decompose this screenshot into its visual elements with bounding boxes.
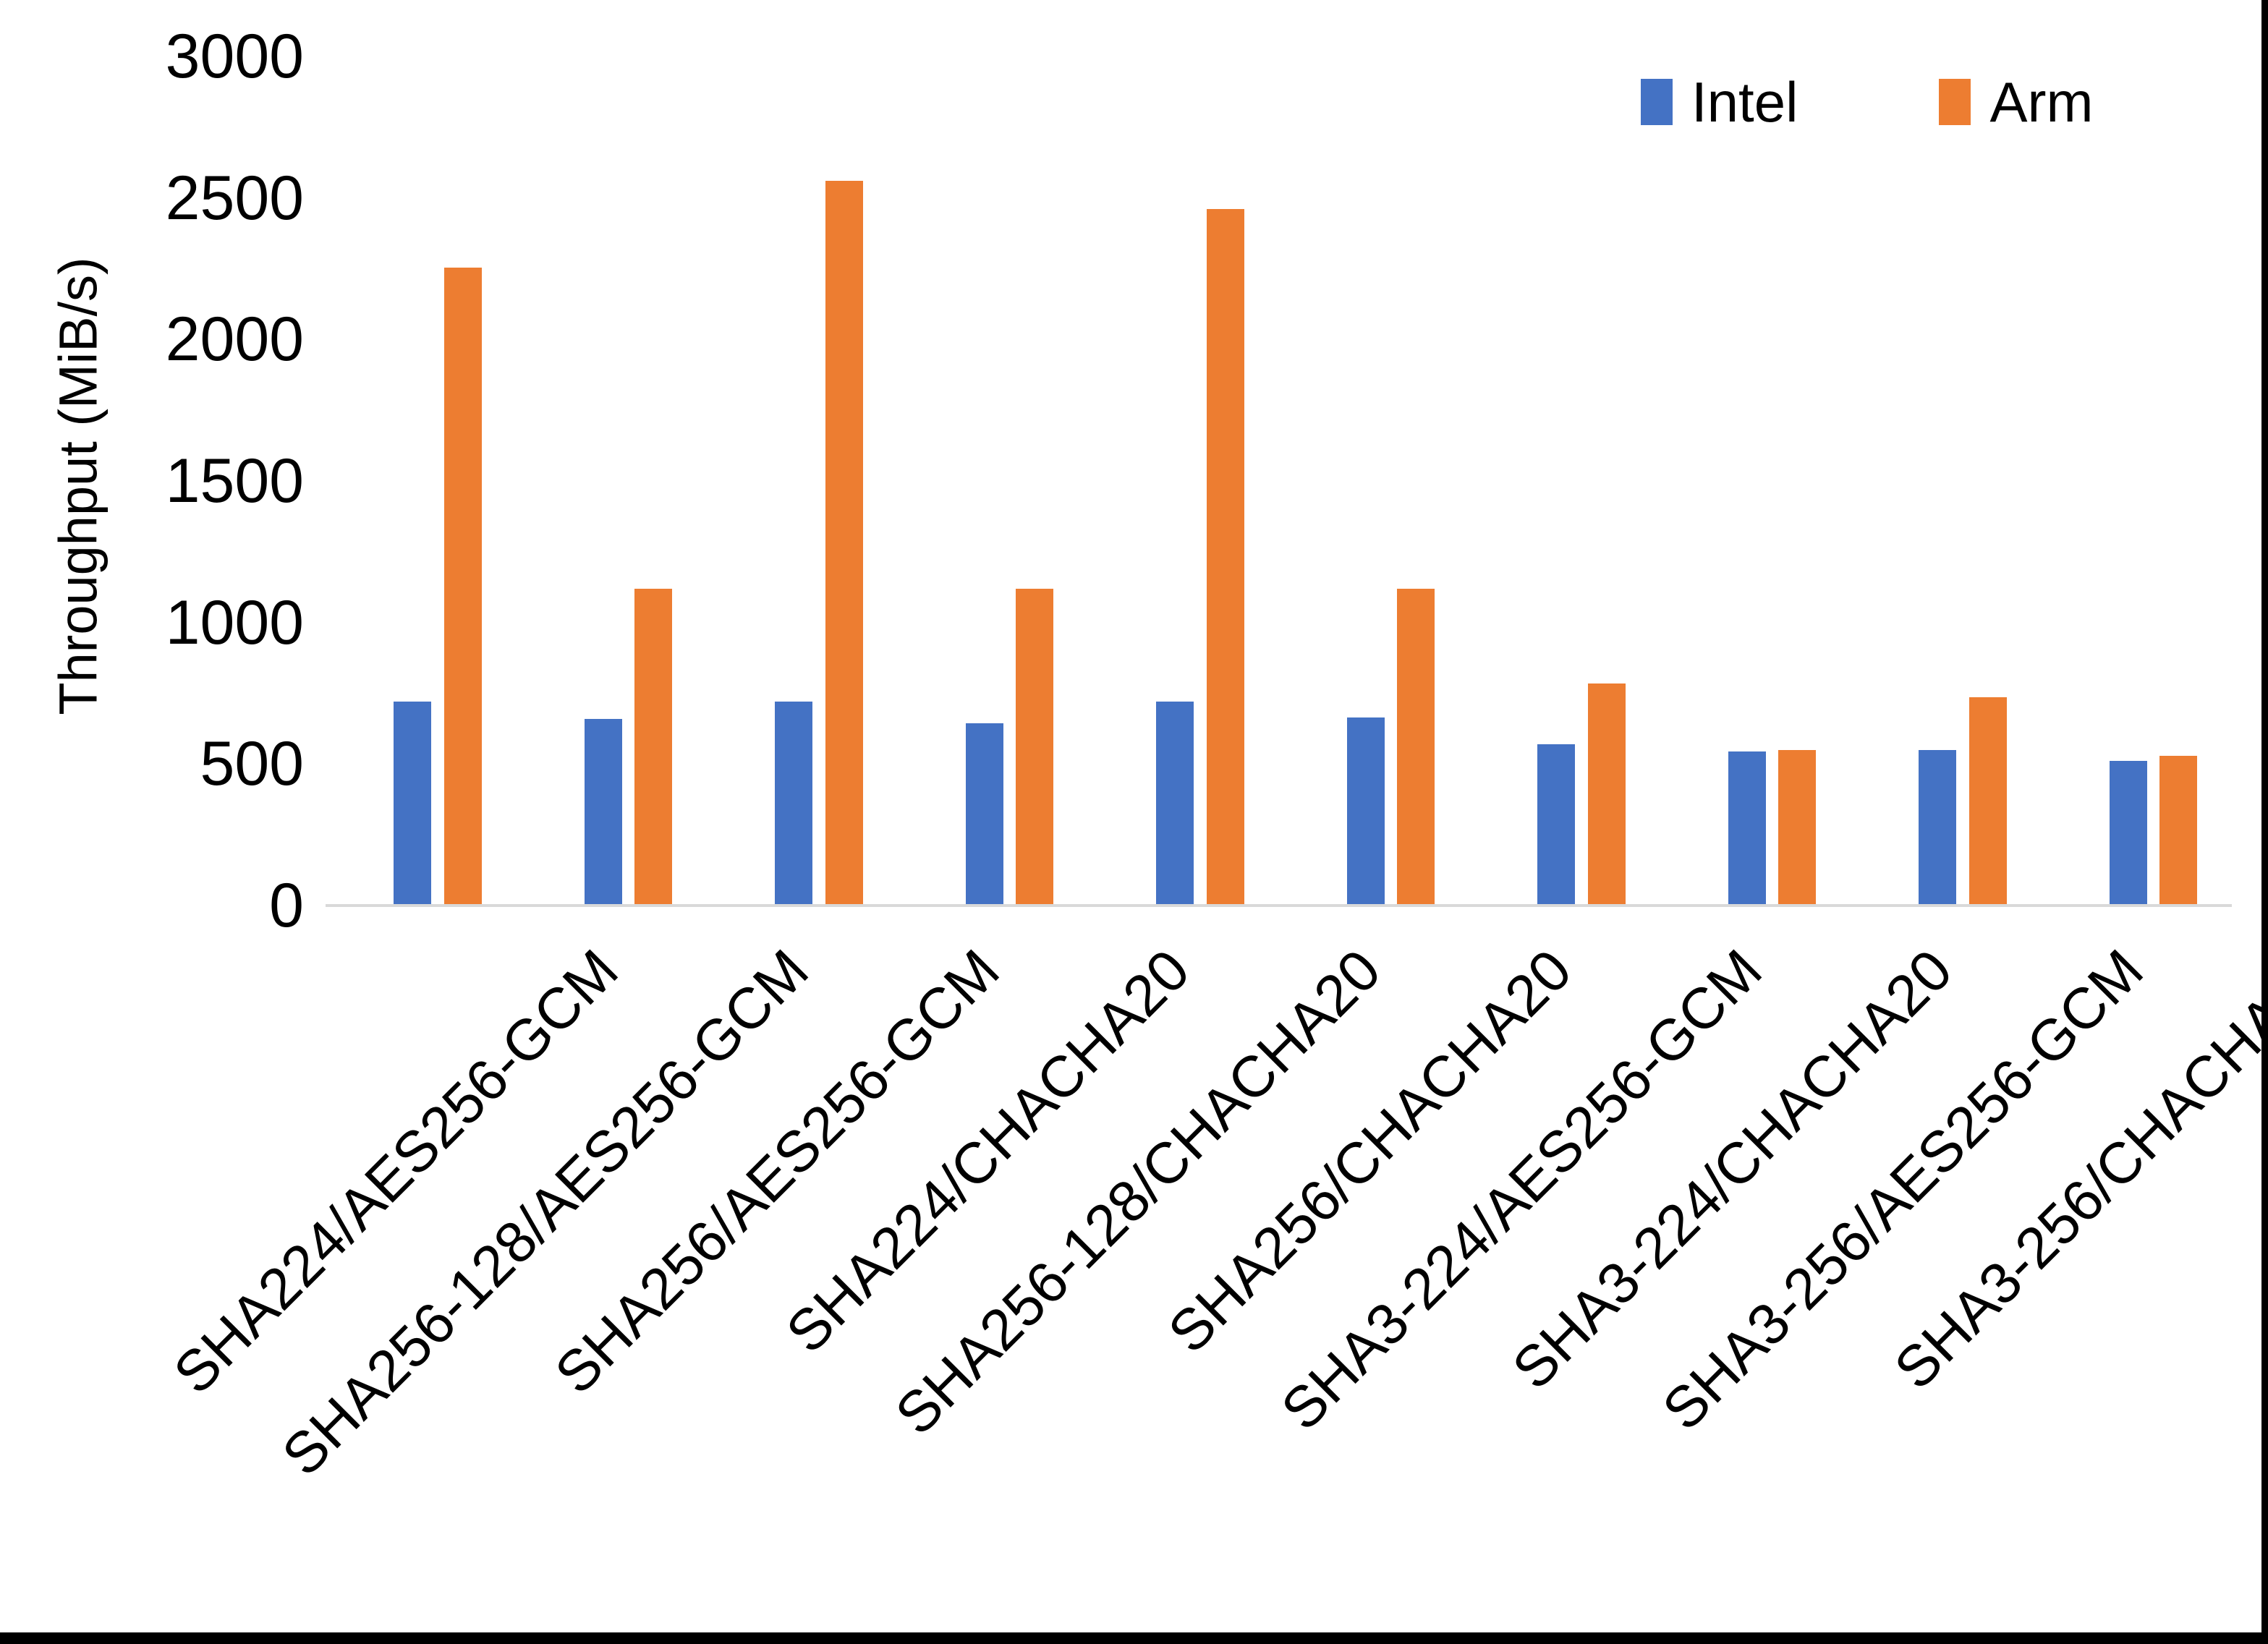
bar-intel-8: [1919, 749, 1957, 906]
y-tick-label-1000: 1000: [165, 587, 304, 657]
bar-arm-3: [1016, 588, 1054, 906]
bar-intel-3: [965, 723, 1003, 906]
bar-arm-9: [2159, 755, 2198, 906]
y-tick-label-3000: 3000: [165, 22, 304, 91]
legend-item-arm: Arm: [1939, 74, 2093, 130]
y-tick-label-2000: 2000: [165, 304, 304, 375]
bar-intel-1: [584, 718, 622, 906]
bar-intel-0: [394, 702, 431, 906]
legend-item-intel: Intel: [1641, 74, 1798, 130]
page-edge-bottom: [0, 1632, 2268, 1644]
y-tick-label-500: 500: [200, 729, 305, 799]
bar-intel-5: [1346, 717, 1385, 906]
legend-swatch-icon-arm: [1939, 79, 1971, 125]
bar-arm-2: [825, 181, 863, 906]
legend-swatch-icon-intel: [1641, 79, 1673, 125]
bar-arm-8: [1968, 697, 2007, 906]
bar-intel-9: [2109, 761, 2147, 906]
bar-arm-5: [1397, 588, 1435, 906]
bar-intel-6: [1537, 744, 1576, 906]
bar-intel-4: [1156, 702, 1194, 906]
legend-label-arm: Arm: [1989, 70, 2094, 134]
legend-label-intel: Intel: [1691, 70, 1798, 134]
bar-intel-7: [1728, 751, 1766, 906]
page-edge-right: [2261, 0, 2268, 1644]
bar-arm-0: [443, 267, 482, 906]
y-tick-label-1500: 1500: [165, 446, 304, 516]
bar-arm-1: [634, 588, 673, 906]
legend: Intel Arm: [1641, 74, 2093, 130]
bar-arm-6: [1587, 683, 1626, 906]
bar-arm-7: [1778, 749, 1817, 906]
bar-arm-4: [1206, 209, 1244, 906]
y-tick-label-0: 0: [269, 871, 304, 940]
y-tick-label-2500: 2500: [165, 163, 304, 233]
bar-intel-2: [775, 702, 813, 906]
x-axis-line: [326, 904, 2232, 907]
